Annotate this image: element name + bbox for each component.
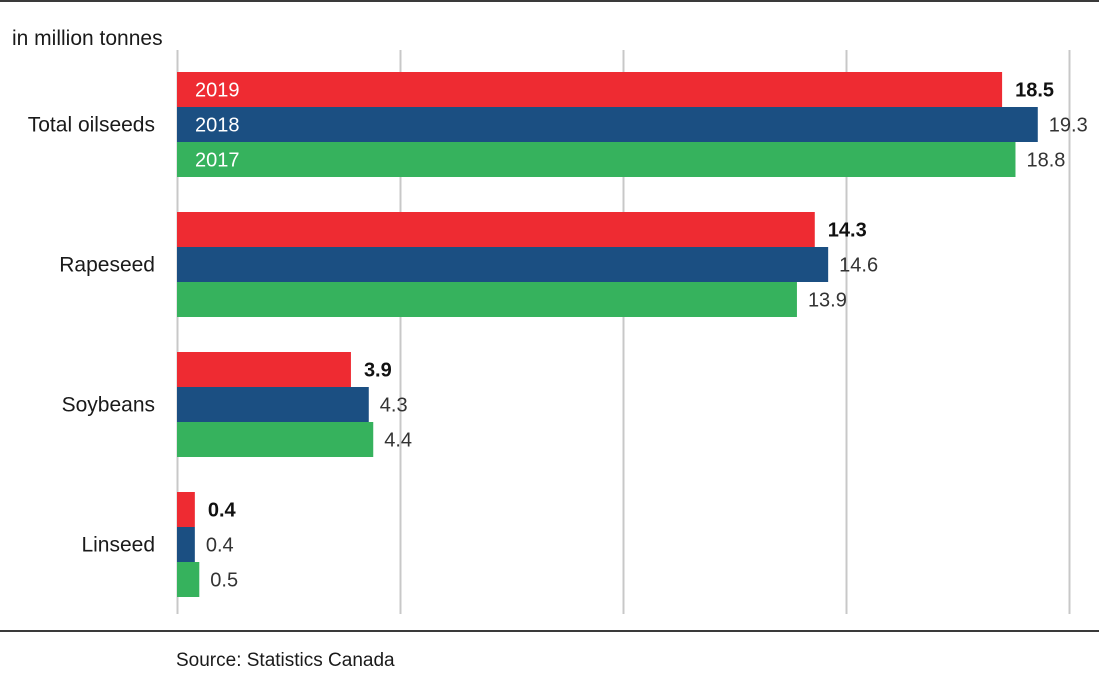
bar-2018: [177, 387, 369, 422]
bar-2017: [177, 282, 797, 317]
data-label: 18.8: [1026, 150, 1065, 172]
legend-year-label: 2018: [195, 115, 240, 137]
bar-2019: [177, 212, 815, 247]
bottom-rule: [0, 630, 1099, 632]
data-label: 4.4: [384, 430, 412, 452]
unit-label: in million tonnes: [12, 27, 163, 50]
legend-year-label: 2017: [195, 150, 240, 172]
data-label: 4.3: [380, 395, 408, 417]
category-label: Rapeseed: [59, 254, 155, 277]
data-label: 0.4: [206, 535, 234, 557]
bar-2017: [177, 562, 200, 597]
bar-2018: [177, 247, 829, 282]
bar-2018: [177, 107, 1038, 142]
data-label: 0.5: [210, 570, 238, 592]
data-label: 0.4: [208, 500, 237, 522]
legend-year-label: 2019: [195, 80, 240, 102]
data-label: 13.9: [808, 290, 847, 312]
bar-2017: [177, 142, 1016, 177]
data-label: 14.3: [828, 220, 867, 242]
bar-chart: Total oilseeds 18.5 2019 19.3 2018 18.8 2017 Ra…: [28, 50, 1088, 614]
data-label: 18.5: [1015, 80, 1054, 102]
data-label: 14.6: [839, 255, 878, 277]
bar-2019: [177, 492, 195, 527]
category-label: Soybeans: [62, 394, 155, 417]
category-label: Linseed: [81, 534, 155, 557]
top-rule: [0, 0, 1099, 2]
source-note: Source: Statistics Canada: [176, 650, 395, 671]
bar-2017: [177, 422, 374, 457]
category-label: Total oilseeds: [28, 114, 155, 137]
bar-2018: [177, 527, 195, 562]
bar-2019: [177, 72, 1003, 107]
bar-2019: [177, 352, 351, 387]
data-label: 3.9: [364, 360, 392, 382]
data-label: 19.3: [1049, 115, 1088, 137]
